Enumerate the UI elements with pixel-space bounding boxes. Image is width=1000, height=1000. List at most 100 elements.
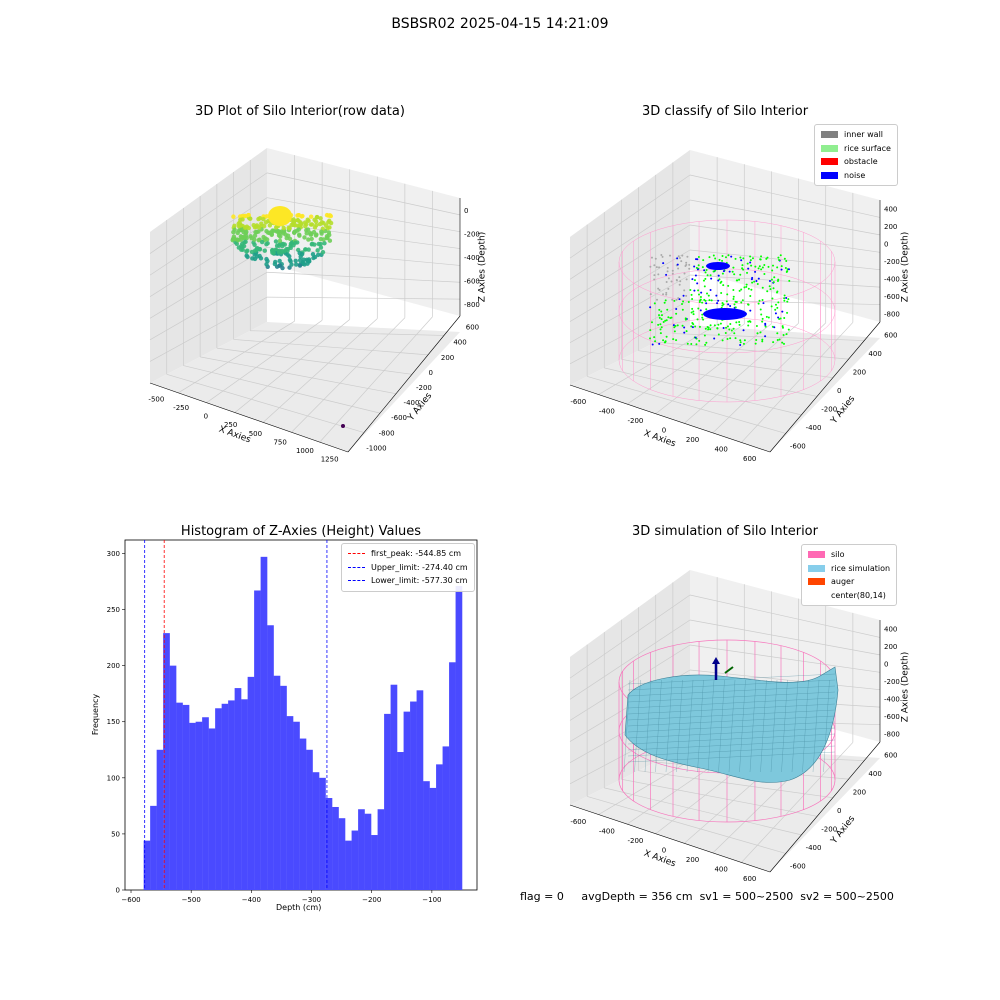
raw-point xyxy=(315,248,320,253)
classified-point xyxy=(776,266,779,269)
simulation-y-tick: -200 xyxy=(821,826,837,834)
simulation-z-tick: -200 xyxy=(884,678,900,686)
classified-point xyxy=(739,341,742,344)
legend-entry: rice surface xyxy=(821,142,891,156)
classified-point xyxy=(697,256,700,259)
classified-point xyxy=(746,262,749,265)
classified-point xyxy=(654,257,657,260)
raw-point xyxy=(265,241,270,246)
classified-point xyxy=(740,301,743,304)
histogram-bar xyxy=(397,752,404,890)
classify-y-tick: 400 xyxy=(868,350,881,358)
raw-point xyxy=(267,223,273,228)
raw-peak-cluster xyxy=(268,206,292,226)
classified-point xyxy=(773,326,776,329)
raw-point xyxy=(246,213,251,218)
classified-point xyxy=(717,279,720,282)
raw-point xyxy=(250,256,255,261)
classify-y-tick: -200 xyxy=(821,406,837,414)
classified-point xyxy=(667,287,670,290)
classified-point xyxy=(749,259,752,262)
histogram-x-tick: −300 xyxy=(302,896,321,904)
classified-point xyxy=(765,315,768,318)
classified-point xyxy=(709,328,712,331)
classified-point xyxy=(786,270,789,273)
classified-point xyxy=(733,303,736,306)
classified-point xyxy=(676,324,679,327)
raw-point xyxy=(275,228,281,234)
classified-point xyxy=(670,280,673,283)
histogram-bar xyxy=(195,721,203,890)
classified-point xyxy=(691,322,694,325)
legend-swatch xyxy=(348,566,365,568)
legend-swatch xyxy=(348,580,365,582)
classified-point xyxy=(658,289,661,292)
legend-label: auger xyxy=(831,577,855,587)
raw-point xyxy=(257,216,263,221)
simulation-z-tick: 0 xyxy=(884,661,888,669)
classified-point xyxy=(690,325,693,328)
classified-point xyxy=(749,255,752,258)
classified-point xyxy=(743,286,746,289)
histogram-bar xyxy=(260,556,268,890)
classified-point xyxy=(760,313,763,316)
noise-cluster xyxy=(706,262,730,270)
classified-point xyxy=(665,319,668,322)
classified-point xyxy=(721,339,724,342)
classified-point xyxy=(751,257,754,260)
raw-point xyxy=(328,213,333,219)
classified-point xyxy=(730,329,733,332)
raw-point xyxy=(274,225,279,230)
classified-point xyxy=(748,320,751,323)
classified-point xyxy=(768,285,771,288)
classified-point xyxy=(733,273,736,276)
raw-point xyxy=(296,213,301,218)
raw-point xyxy=(309,222,315,227)
raw-point xyxy=(252,242,257,247)
raw-x-tick: 0 xyxy=(204,413,208,421)
classified-point xyxy=(683,289,686,292)
histogram-bar xyxy=(377,809,385,890)
raw-x-tick: 1000 xyxy=(296,447,314,455)
classify-z-tick: 400 xyxy=(884,206,897,214)
classified-point xyxy=(660,310,663,313)
raw-point xyxy=(253,230,258,235)
classified-point xyxy=(783,297,786,300)
classified-point xyxy=(677,255,680,258)
classified-point xyxy=(729,337,732,340)
classified-point xyxy=(660,326,663,329)
classified-point xyxy=(688,263,691,266)
classified-point xyxy=(734,306,737,309)
classified-point xyxy=(741,267,744,270)
raw-point xyxy=(289,262,294,267)
histogram-bar xyxy=(280,685,287,890)
classified-point xyxy=(659,328,662,331)
raw-point xyxy=(323,223,329,228)
classified-point xyxy=(777,316,780,319)
histogram-legend: first_peak: -544.85 cm Upper_limit: -274… xyxy=(341,543,475,592)
classified-point xyxy=(759,258,762,261)
raw-point xyxy=(318,245,324,250)
classify-z-tick: 200 xyxy=(884,223,897,231)
simulation-x-tick: 600 xyxy=(743,875,756,883)
classified-point xyxy=(667,277,670,280)
raw-floor-pane xyxy=(150,322,460,452)
classified-point xyxy=(705,341,708,344)
raw-z-tick: 0 xyxy=(464,207,468,215)
classified-point xyxy=(751,281,754,284)
legend-entry: inner wall xyxy=(821,128,891,142)
classified-point xyxy=(675,308,678,311)
simulation-y-tick: 400 xyxy=(868,770,881,778)
classified-point xyxy=(708,256,711,259)
legend-entry: silo xyxy=(808,548,890,562)
classified-point xyxy=(764,325,767,328)
classified-point xyxy=(678,283,681,286)
raw-point xyxy=(309,231,314,237)
histogram-bar xyxy=(312,772,320,890)
legend-swatch xyxy=(348,553,365,555)
classified-point xyxy=(695,343,698,346)
raw-point xyxy=(293,258,298,264)
classified-point xyxy=(783,294,786,297)
legend-label: silo xyxy=(831,550,845,560)
classified-point xyxy=(698,299,701,302)
